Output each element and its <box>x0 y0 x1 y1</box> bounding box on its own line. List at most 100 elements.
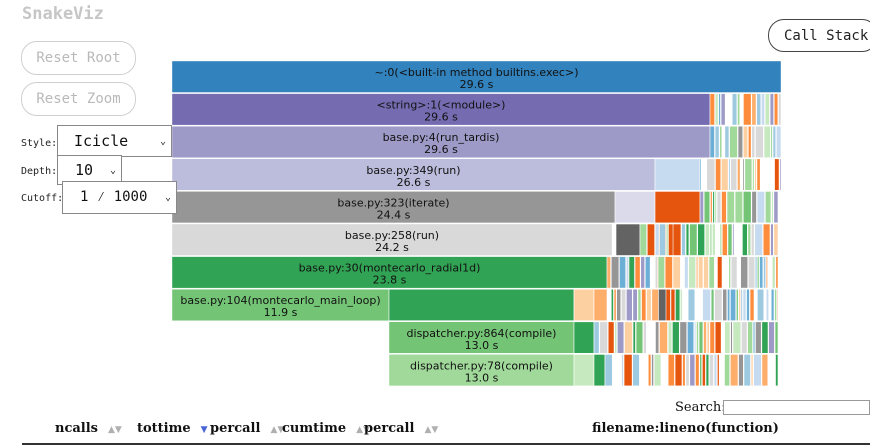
icicle-node[interactable] <box>665 223 669 256</box>
icicle-node[interactable] <box>704 223 710 256</box>
icicle-node[interactable] <box>730 288 737 322</box>
icicle-node[interactable] <box>728 158 731 191</box>
icicle-node[interactable] <box>746 288 750 322</box>
icicle-node[interactable] <box>171 191 616 224</box>
icicle-node[interactable] <box>770 223 774 256</box>
icicle-node[interactable] <box>752 321 756 354</box>
icicle-node[interactable] <box>757 256 760 289</box>
icicle-node[interactable] <box>751 191 757 224</box>
icicle-node[interactable] <box>171 125 711 158</box>
icicle-node[interactable] <box>742 158 745 191</box>
column-header-function[interactable]: filename:lineno(function) <box>592 421 779 436</box>
icicle-node[interactable] <box>770 125 773 158</box>
icicle-node[interactable] <box>718 93 721 126</box>
icicle-node[interactable] <box>729 125 738 158</box>
icicle-node[interactable] <box>695 256 699 289</box>
icicle-node[interactable] <box>606 256 611 289</box>
icicle-node[interactable] <box>714 191 717 224</box>
icicle-node[interactable] <box>709 125 715 158</box>
icicle-node[interactable] <box>709 223 713 256</box>
icicle-node[interactable] <box>761 354 769 387</box>
icicle-node[interactable] <box>724 354 731 387</box>
icicle-node[interactable] <box>688 256 696 289</box>
icicle-node[interactable] <box>687 288 696 322</box>
icicle-node[interactable] <box>610 256 620 289</box>
reset-root-button[interactable]: Reset Root <box>21 41 136 75</box>
icicle-node[interactable] <box>754 158 757 191</box>
icicle-node[interactable] <box>743 354 751 387</box>
icicle-node[interactable] <box>599 321 608 354</box>
icicle-node[interactable] <box>171 223 613 256</box>
icicle-node[interactable] <box>754 223 763 256</box>
icicle-node[interactable] <box>773 191 779 224</box>
icicle-node[interactable] <box>742 288 747 322</box>
icicle-node[interactable] <box>694 321 697 354</box>
icicle-node[interactable] <box>654 223 660 256</box>
icicle-node[interactable] <box>743 93 752 126</box>
icicle-node[interactable] <box>721 158 729 191</box>
icicle-node[interactable] <box>779 158 782 191</box>
icicle-node[interactable] <box>651 354 654 387</box>
search-input[interactable] <box>723 400 870 415</box>
icicle-node[interactable] <box>740 256 749 289</box>
icicle-node[interactable] <box>593 288 608 322</box>
icicle-node[interactable] <box>757 288 765 322</box>
icicle-node[interactable] <box>773 93 779 126</box>
icicle-node[interactable] <box>632 288 638 322</box>
icicle-node[interactable] <box>731 93 738 126</box>
icicle-node[interactable] <box>171 93 711 126</box>
icicle-node[interactable] <box>714 321 722 354</box>
column-header-ncalls[interactable]: ncalls ▲▼ <box>55 421 122 436</box>
icicle-node[interactable] <box>698 256 704 289</box>
icicle-node[interactable] <box>744 158 753 191</box>
icicle-node[interactable] <box>726 191 735 224</box>
icicle-node[interactable] <box>761 321 769 354</box>
icicle-node[interactable] <box>573 354 595 387</box>
icicle-node[interactable] <box>659 321 668 354</box>
icicle-node[interactable] <box>632 354 640 387</box>
call-stack-button[interactable]: Call Stack <box>768 19 870 52</box>
icicle-node[interactable] <box>625 256 629 289</box>
icicle-node[interactable] <box>776 288 779 322</box>
icicle-node[interactable] <box>762 223 771 256</box>
icicle-node[interactable] <box>654 256 658 289</box>
icicle-node[interactable] <box>689 223 698 256</box>
icicle-node[interactable] <box>775 354 779 387</box>
icicle-node[interactable] <box>771 256 776 289</box>
icicle-node[interactable] <box>778 93 782 126</box>
column-header-percall-cum[interactable]: percall ▲▼ <box>364 421 438 436</box>
icicle-node[interactable] <box>748 256 756 289</box>
icicle-node[interactable] <box>717 256 723 289</box>
icicle-node[interactable] <box>632 321 636 354</box>
icicle-node[interactable] <box>709 354 714 387</box>
icicle-node[interactable] <box>759 256 764 289</box>
icicle-node[interactable] <box>640 256 645 289</box>
icicle-node[interactable] <box>685 223 690 256</box>
icicle-node[interactable] <box>734 191 743 224</box>
icicle-node[interactable] <box>724 321 731 354</box>
icicle-node[interactable] <box>664 256 673 289</box>
icicle-node[interactable] <box>738 288 741 322</box>
icicle-node[interactable] <box>742 223 748 256</box>
icicle-node[interactable] <box>714 288 723 322</box>
icicle-node[interactable] <box>709 93 715 126</box>
icicle-node[interactable] <box>696 321 699 354</box>
icicle-node[interactable] <box>771 191 774 224</box>
icicle-node[interactable] <box>682 354 686 387</box>
icicle-node[interactable] <box>717 354 720 387</box>
column-header-tottime[interactable]: tottime ▼ <box>137 421 208 436</box>
icicle-node[interactable] <box>651 288 659 322</box>
icicle-node[interactable] <box>687 321 695 354</box>
icicle-node[interactable] <box>756 93 762 126</box>
icicle-node[interactable] <box>714 125 720 158</box>
icicle-node[interactable] <box>769 93 774 126</box>
icicle-node[interactable] <box>774 321 779 354</box>
icicle-node[interactable] <box>706 158 716 191</box>
icicle-node[interactable] <box>772 125 777 158</box>
icicle-node[interactable] <box>751 93 757 126</box>
style-select[interactable]: Icicle ⌄ <box>57 125 172 157</box>
icicle-node[interactable] <box>667 321 673 354</box>
icicle-node[interactable] <box>753 354 762 387</box>
icicle-node[interactable] <box>730 354 739 387</box>
